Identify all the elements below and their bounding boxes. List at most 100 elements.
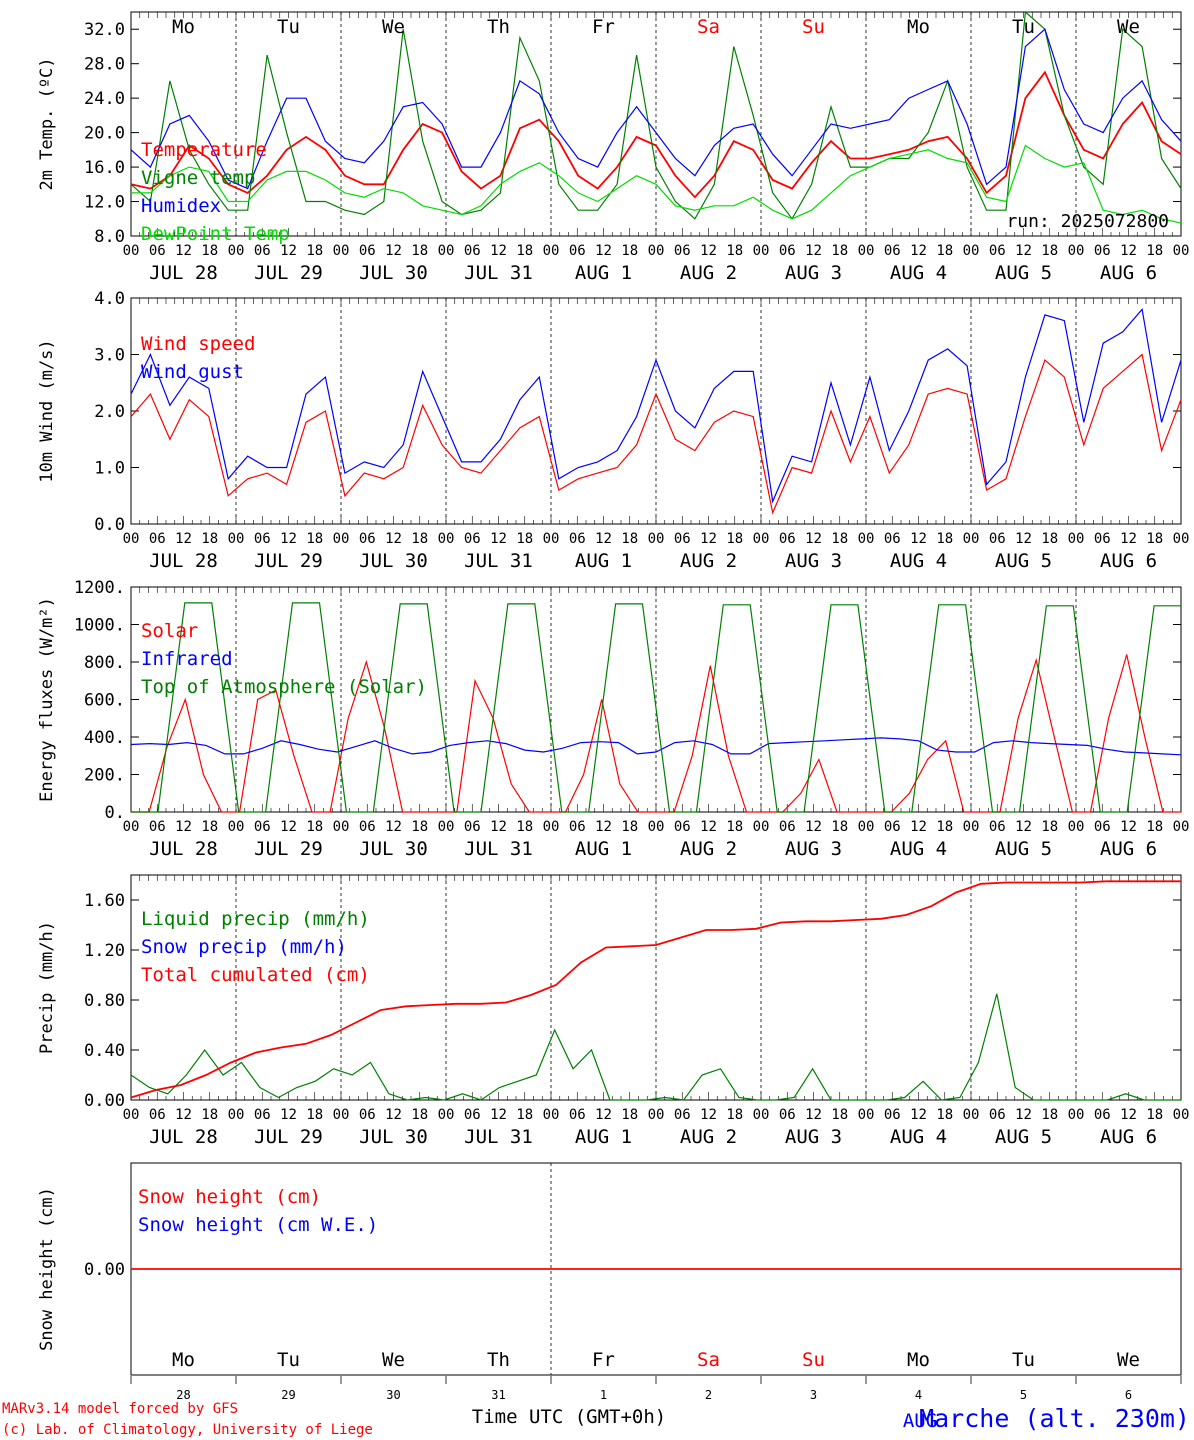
wind-hour-label: 06 [674, 531, 691, 547]
precip-hour-label: 18 [306, 1107, 323, 1123]
energy-ytick-label: 800. [84, 653, 125, 673]
precip-date-label: AUG 3 [785, 1126, 842, 1148]
temp-date-label: JUL 28 [149, 262, 218, 284]
energy-hour-label: 18 [1146, 819, 1163, 835]
energy-hour-label: 00 [333, 819, 350, 835]
energy-hour-label: 06 [989, 819, 1006, 835]
energy-hour-label: 12 [805, 819, 822, 835]
precip-date-label: JUL 28 [149, 1126, 218, 1148]
wind-hour-label: 12 [805, 531, 822, 547]
day-name-top: Sa [697, 16, 720, 38]
temp-hour-label: 18 [936, 243, 953, 259]
energy-legend-label: Top of Atmosphere (Solar) [141, 676, 427, 698]
energy-date-label: AUG 2 [680, 838, 737, 860]
energy-hour-label: 18 [936, 819, 953, 835]
day-name-bottom: Su [802, 1349, 825, 1371]
day-name-top: We [382, 16, 405, 38]
energy-hour-label: 18 [831, 819, 848, 835]
day-name-top: Th [487, 16, 510, 38]
energy-date-label: JUL 29 [254, 838, 323, 860]
precip-hour-label: 12 [280, 1107, 297, 1123]
energy-hour-label: 18 [201, 819, 218, 835]
temp-hour-label: 12 [385, 243, 402, 259]
energy-series-line [131, 654, 1181, 813]
energy-series-line [130, 737, 1182, 756]
energy-hour-label: 12 [910, 819, 927, 835]
precip-hour-label: 12 [385, 1107, 402, 1123]
wind-ytick-label: 4.0 [94, 289, 125, 309]
wind-hour-label: 12 [595, 531, 612, 547]
bottom-date-label: 31 [491, 1388, 505, 1402]
energy-ytick-label: 0. [105, 803, 125, 823]
temp-hour-label: 00 [1173, 243, 1190, 259]
bottom-date-label: 28 [176, 1388, 190, 1402]
wind-hour-label: 06 [779, 531, 796, 547]
temp-hour-label: 00 [333, 243, 350, 259]
temp-series-line [130, 70, 1182, 199]
wind-hour-label: 06 [149, 531, 166, 547]
wind-hour-label: 00 [333, 531, 350, 547]
temp-frame [130, 11, 1182, 237]
energy-ytick-label: 600. [84, 691, 125, 711]
precip-hour-label: 18 [411, 1107, 428, 1123]
wind-hour-label: 00 [858, 531, 875, 547]
temp-date-label: AUG 1 [575, 262, 632, 284]
precip-hour-label: 06 [674, 1107, 691, 1123]
energy-hour-label: 06 [464, 819, 481, 835]
temp-hour-label: 06 [674, 243, 691, 259]
energy-hour-label: 06 [674, 819, 691, 835]
precip-ytick-label: 1.60 [84, 891, 125, 911]
temp-date-label: JUL 31 [464, 262, 533, 284]
temp-ytick-label: 20.0 [84, 124, 125, 144]
precip-ytick-label: 0.40 [84, 1041, 125, 1061]
temp-run-label: run: 2025072800 [1006, 211, 1169, 232]
wind-date-label: JUL 28 [149, 550, 218, 572]
day-name-top: Tu [277, 16, 300, 38]
precip-hour-label: 00 [858, 1107, 875, 1123]
wind-hour-label: 06 [254, 531, 271, 547]
energy-series-line [131, 602, 1181, 813]
temp-hour-label: 18 [201, 243, 218, 259]
energy-hour-label: 06 [569, 819, 586, 835]
day-name-top: Fr [592, 16, 615, 38]
precip-hour-label: 18 [726, 1107, 743, 1123]
precip-date-label: JUL 29 [254, 1126, 323, 1148]
day-name-bottom: We [382, 1349, 405, 1371]
day-name-bottom: Mo [172, 1349, 195, 1371]
wind-ylabel: 10m Wind (m/s) [37, 339, 57, 482]
temp-hour-label: 06 [1094, 243, 1111, 259]
temp-hour-label: 18 [621, 243, 638, 259]
wind-hour-label: 00 [123, 531, 140, 547]
energy-date-label: AUG 1 [575, 838, 632, 860]
energy-hour-label: 00 [963, 819, 980, 835]
energy-date-label: AUG 4 [890, 838, 947, 860]
temp-hour-label: 18 [306, 243, 323, 259]
precip-hour-label: 12 [910, 1107, 927, 1123]
energy-legend-label: Infrared [141, 648, 233, 670]
energy-hour-label: 00 [228, 819, 245, 835]
temp-hour-label: 12 [280, 243, 297, 259]
wind-date-label: AUG 3 [785, 550, 842, 572]
precip-date-label: JUL 31 [464, 1126, 533, 1148]
precip-hour-label: 06 [254, 1107, 271, 1123]
energy-hour-label: 06 [359, 819, 376, 835]
precip-hour-label: 18 [1146, 1107, 1163, 1123]
precip-ytick-label: 0.00 [84, 1091, 125, 1111]
bottom-date-label: 2 [705, 1388, 712, 1402]
day-name-top: Su [802, 16, 825, 38]
precip-hour-label: 06 [149, 1107, 166, 1123]
day-name-bottom: We [1117, 1349, 1140, 1371]
temp-date-label: AUG 4 [890, 262, 947, 284]
temp-hour-label: 06 [884, 243, 901, 259]
precip-hour-label: 18 [621, 1107, 638, 1123]
energy-legend-label: Solar [141, 620, 198, 642]
energy-date-label: AUG 5 [995, 838, 1052, 860]
energy-hour-label: 12 [595, 819, 612, 835]
precip-hour-label: 18 [936, 1107, 953, 1123]
wind-hour-label: 18 [1146, 531, 1163, 547]
wind-hour-label: 12 [700, 531, 717, 547]
wind-hour-label: 00 [438, 531, 455, 547]
precip-date-label: AUG 4 [890, 1126, 947, 1148]
precip-date-label: AUG 6 [1100, 1126, 1157, 1148]
energy-hour-label: 18 [516, 819, 533, 835]
